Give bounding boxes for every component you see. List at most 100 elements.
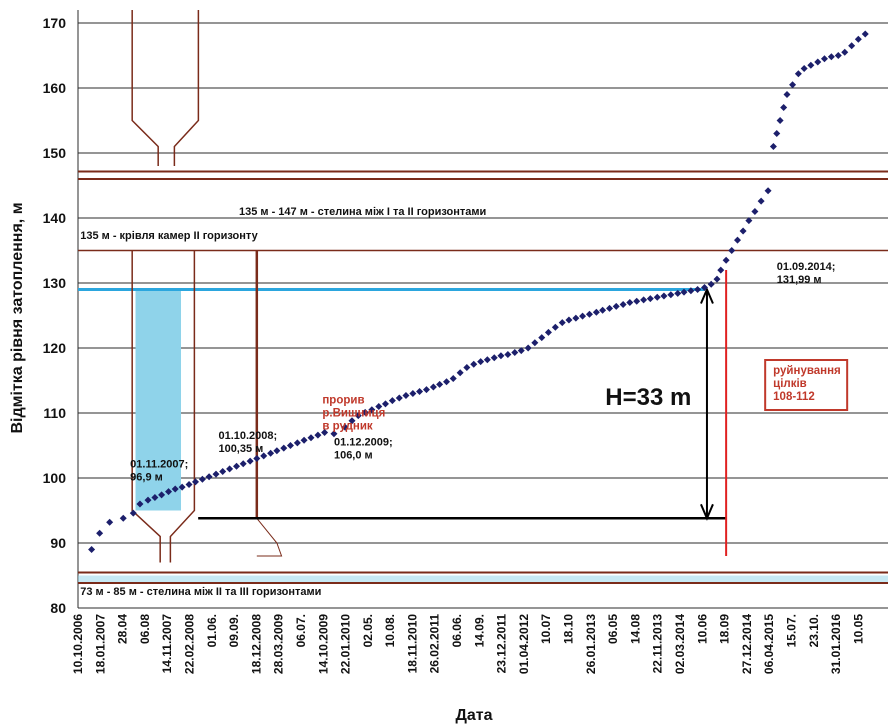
- x-tick-label: 26.02.2011: [428, 614, 442, 674]
- x-tick-label: 02.05.: [361, 614, 375, 647]
- data-point: [592, 308, 600, 316]
- annotation-pillar-2-3: 73 м - 85 м - стелина між ІІ та ІІІ гори…: [80, 586, 321, 598]
- delta-h-arrowhead-bottom: [700, 503, 714, 521]
- data-point: [477, 358, 485, 366]
- x-tick-label: 22.11.2013: [651, 614, 665, 674]
- x-tick-label: 14.09.: [472, 614, 486, 647]
- annotation-point-2014: 01.09.2014; 131,99 м: [777, 261, 836, 286]
- data-point: [717, 266, 725, 274]
- data-point: [646, 295, 654, 303]
- data-point: [129, 509, 137, 517]
- data-point: [293, 439, 301, 447]
- data-point: [205, 473, 213, 481]
- data-point: [653, 293, 661, 301]
- data-point: [246, 457, 254, 465]
- data-point: [680, 288, 688, 296]
- x-tick-label: 06.08: [138, 614, 152, 644]
- data-point: [538, 334, 546, 342]
- data-point: [422, 386, 430, 394]
- data-point: [348, 417, 356, 425]
- data-point: [834, 52, 842, 59]
- horizontal-gridlines: [77, 10, 888, 609]
- data-point: [490, 354, 498, 362]
- data-point: [470, 360, 478, 368]
- data-point: [144, 496, 152, 504]
- data-point: [854, 35, 862, 43]
- x-tick-label: 01.06.: [205, 614, 219, 647]
- data-point: [531, 339, 539, 347]
- data-point: [300, 436, 308, 444]
- annotation-line: р.Вишниця: [322, 407, 385, 419]
- data-point: [517, 347, 525, 355]
- x-tick-label: 18.09: [718, 614, 732, 644]
- data-point: [504, 351, 512, 358]
- annotation-line: 01.11.2007;: [130, 459, 188, 471]
- data-point: [713, 275, 721, 283]
- annotation-point-2009: 01.12.2009; 106,0 м: [334, 437, 393, 462]
- data-point: [178, 483, 186, 491]
- data-point: [171, 485, 179, 493]
- x-tick-label: 15.07.: [784, 614, 798, 647]
- data-point: [579, 312, 587, 320]
- data-point: [626, 299, 634, 306]
- x-tick-label: 06.06.: [450, 614, 464, 647]
- lower-shaft-left: [131, 250, 161, 563]
- chamber-foot: [256, 517, 283, 557]
- data-point: [722, 256, 730, 264]
- data-point: [776, 117, 784, 124]
- data-point: [619, 300, 627, 308]
- lower-water-band: [78, 575, 888, 582]
- data-point: [497, 352, 505, 360]
- data-point: [707, 280, 715, 288]
- data-point: [820, 55, 828, 63]
- delta-h-arrowhead-top: [700, 286, 714, 304]
- data-point: [789, 81, 797, 89]
- data-point: [694, 286, 702, 293]
- data-point: [198, 475, 206, 483]
- data-point: [330, 430, 338, 438]
- x-tick-label: 22.01.2010: [339, 614, 353, 674]
- data-point: [524, 344, 532, 352]
- upper-shaft-right: [173, 10, 200, 166]
- x-tick-label: 06.07.: [294, 614, 308, 647]
- data-point: [572, 314, 580, 322]
- data-point: [463, 364, 471, 371]
- y-tick-label: 120: [43, 340, 67, 356]
- x-tick-label: 10.08.: [383, 614, 397, 647]
- data-point: [794, 70, 802, 78]
- x-tick-label: 14.11.2007: [160, 614, 174, 674]
- data-point: [416, 388, 424, 396]
- data-point: [827, 53, 835, 61]
- data-point: [286, 442, 294, 449]
- data-point: [321, 429, 329, 436]
- data-point: [88, 546, 96, 553]
- y-tick-label: 80: [50, 600, 66, 616]
- data-point: [674, 289, 682, 297]
- data-point: [273, 447, 281, 455]
- x-tick-label: 18.12.2008: [249, 614, 263, 674]
- x-tick-label: 09.09.: [227, 614, 241, 647]
- annotation-collapse: руйнування цілків 108-112: [773, 365, 841, 403]
- data-points: [88, 30, 869, 553]
- data-point: [544, 328, 552, 336]
- x-tick-label: 10.07: [539, 614, 553, 644]
- data-point: [734, 236, 742, 244]
- data-point: [96, 529, 104, 537]
- annotation-pillar-1-2: 135 м - 147 м - стелина між І та ІІ гори…: [239, 206, 486, 218]
- x-tick-label: 27.12.2014: [740, 614, 754, 674]
- annotation-breakthrough: прорив р.Вишниця в рудник: [322, 394, 385, 432]
- data-point: [551, 323, 559, 331]
- data-point: [436, 380, 444, 388]
- data-point: [219, 468, 227, 475]
- data-point: [280, 444, 288, 452]
- data-point: [606, 304, 614, 312]
- y-tick-label: 100: [43, 470, 67, 486]
- data-point: [640, 296, 648, 304]
- x-axis-title: Дата: [455, 707, 492, 724]
- data-point: [783, 91, 791, 98]
- annotation-line: 01.10.2008;: [218, 430, 277, 442]
- data-point: [443, 378, 451, 386]
- x-tick-label: 18.11.2010: [405, 614, 419, 674]
- x-tick-label: 14.08: [628, 614, 642, 644]
- data-point: [429, 383, 437, 391]
